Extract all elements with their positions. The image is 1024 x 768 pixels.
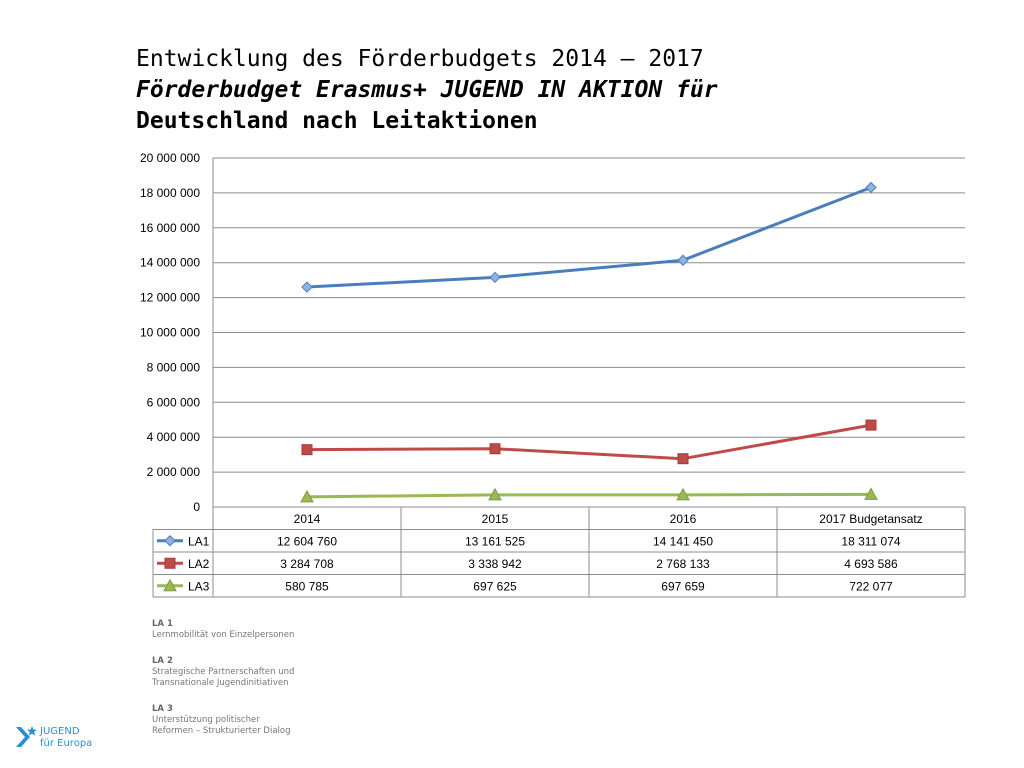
data-point-la2 [865, 419, 877, 431]
data-point-la2 [677, 453, 689, 465]
star-arrow-logo-icon [16, 726, 37, 747]
legend-marker-la3 [163, 578, 177, 592]
note-la3-heading: LA 3 [152, 704, 173, 714]
x-category-label: 2015 [482, 512, 509, 526]
x-category-label: 2014 [294, 512, 321, 526]
note-la2-text-1: Strategische Partnerschaften und [152, 667, 295, 677]
data-point-la1 [677, 254, 689, 266]
note-la2-text-2: Transnationale Jugendinitiativen [152, 678, 289, 688]
data-point-la1 [301, 281, 313, 293]
y-tick-label: 12 000 000 [140, 291, 200, 305]
legend-label-la1: LA1 [188, 535, 210, 549]
table-value-la2: 3 284 708 [280, 557, 334, 571]
note-la1-heading: LA 1 [152, 619, 173, 629]
legend-label-la2: LA2 [188, 557, 210, 571]
data-point-la3 [300, 489, 314, 503]
data-point-la2 [489, 443, 501, 455]
table-value-la2: 3 338 942 [468, 557, 522, 571]
table-value-la2: 4 693 586 [844, 557, 898, 571]
y-tick-label: 0 [193, 500, 200, 514]
series-line-la3 [306, 492, 872, 499]
note-la2: LA 2 Strategische Partnerschaften und Tr… [152, 656, 294, 689]
x-category-label: 2016 [670, 512, 697, 526]
note-la1-text: Lernmobilität von Einzelpersonen [152, 630, 295, 640]
data-point-la3 [864, 487, 878, 500]
chart-title: Entwicklung des Förderbudgets 2014 – 201… [136, 44, 718, 137]
table-value-la2: 2 768 133 [656, 557, 710, 571]
data-point-la3 [488, 487, 502, 501]
y-tick-label: 6 000 000 [147, 395, 201, 409]
y-tick-label: 20 000 000 [140, 151, 200, 165]
data-point-la1 [865, 181, 877, 194]
y-tick-label: 8 000 000 [147, 360, 201, 374]
table-value-la1: 18 311 074 [841, 535, 900, 549]
line-chart-with-data-table: 0 2 000 000 4 000 000 6 000 000 8 000 000 10 … [140, 151, 966, 598]
table-value-la3: 722 077 [849, 580, 893, 594]
logo-line-2: für Europa [40, 738, 93, 749]
logo-text: JUGEND für Europa [40, 726, 92, 750]
x-category-label: 2017 Budgetansatz [819, 512, 922, 526]
table-value-la1: 12 604 760 [277, 535, 337, 549]
note-la3-text-1: Unterstützung politischer [152, 715, 260, 725]
y-tick-label: 10 000 000 [140, 326, 200, 340]
legend-marker-la2 [164, 557, 176, 569]
logo-line-1: JUGEND [40, 726, 80, 737]
y-tick-label: 18 000 000 [140, 186, 200, 200]
y-tick-label: 16 000 000 [140, 221, 200, 235]
table-value-la3: 697 659 [661, 580, 705, 594]
data-point-la3 [676, 487, 690, 501]
note-la3: LA 3 Unterstützung politischer Reformen … [152, 704, 294, 737]
y-tick-label: 2 000 000 [147, 465, 201, 479]
chart-title-line-3: Deutschland nach Leitaktionen [136, 108, 538, 134]
series-line-la1 [306, 186, 872, 289]
table-value-la1: 13 161 525 [465, 535, 525, 549]
legend-label-la3: LA3 [188, 580, 210, 594]
note-la1: LA 1 Lernmobilität von Einzelpersonen [152, 619, 294, 641]
leitaktionen-notes: LA 1 Lernmobilität von Einzelpersonen LA… [152, 619, 294, 752]
table-value-la1: 14 141 450 [653, 535, 713, 549]
note-la3-text-2: Reformen – Strukturierter Dialog [152, 726, 291, 736]
series-line-la2 [306, 423, 872, 461]
data-point-la1 [489, 271, 501, 284]
table-value-la3: 580 785 [285, 580, 329, 594]
y-tick-label: 14 000 000 [140, 256, 200, 270]
table-value-la3: 697 625 [473, 580, 517, 594]
legend-marker-la1 [164, 535, 176, 547]
note-la2-heading: LA 2 [152, 656, 173, 666]
chart-title-line-1: Entwicklung des Förderbudgets 2014 – 201… [136, 46, 704, 72]
y-tick-label: 4 000 000 [147, 430, 201, 444]
chart-title-line-2: Förderbudget Erasmus+ JUGEND IN AKTION f… [136, 77, 718, 103]
data-point-la2 [301, 444, 313, 456]
